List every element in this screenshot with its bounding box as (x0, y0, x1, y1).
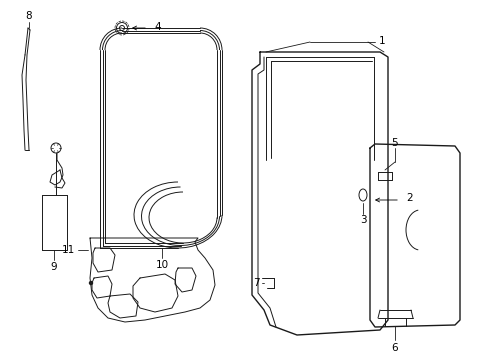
Text: 10: 10 (155, 260, 168, 270)
Text: 11: 11 (61, 245, 75, 255)
Text: 6: 6 (391, 343, 398, 353)
Text: 8: 8 (26, 11, 32, 21)
Text: 1: 1 (378, 36, 385, 46)
Text: 2: 2 (405, 193, 412, 203)
Text: 9: 9 (51, 262, 57, 272)
Text: 5: 5 (391, 138, 398, 148)
Text: 4: 4 (154, 22, 160, 32)
Text: 7: 7 (252, 278, 259, 288)
Circle shape (89, 282, 92, 284)
Text: 3: 3 (359, 215, 366, 225)
